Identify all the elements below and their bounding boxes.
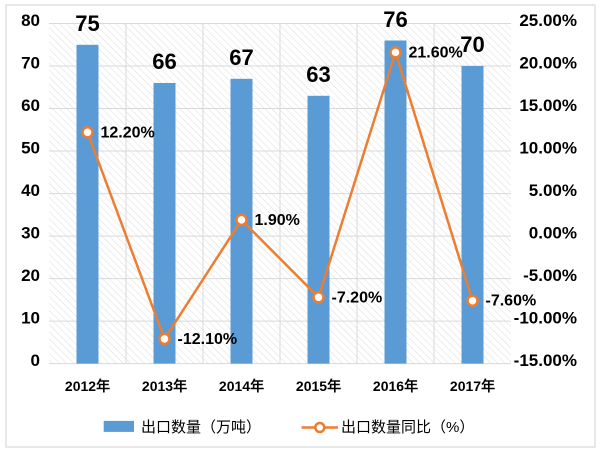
svg-text:20: 20	[21, 266, 40, 285]
svg-text:30: 30	[21, 224, 40, 243]
svg-text:63: 63	[306, 62, 330, 87]
svg-text:50: 50	[21, 139, 40, 158]
svg-text:0.00%: 0.00%	[529, 224, 577, 243]
svg-text:67: 67	[229, 45, 253, 70]
svg-text:15.00%: 15.00%	[519, 96, 577, 115]
svg-text:10.00%: 10.00%	[519, 139, 577, 158]
svg-text:40: 40	[21, 181, 40, 200]
svg-text:2014年: 2014年	[219, 378, 264, 394]
svg-text:-7.20%: -7.20%	[332, 289, 383, 306]
svg-text:-7.60%: -7.60%	[486, 293, 537, 310]
svg-text:66: 66	[152, 49, 176, 74]
svg-text:70: 70	[460, 32, 484, 57]
svg-text:80: 80	[21, 11, 40, 30]
svg-text:25.00%: 25.00%	[519, 11, 577, 30]
svg-text:1.90%: 1.90%	[255, 212, 300, 229]
svg-text:-12.10%: -12.10%	[178, 331, 238, 348]
svg-text:5.00%: 5.00%	[529, 181, 577, 200]
svg-text:21.60%: 21.60%	[409, 44, 463, 61]
svg-text:2013年: 2013年	[142, 378, 187, 394]
svg-text:76: 76	[383, 7, 407, 32]
svg-text:2015年: 2015年	[296, 378, 341, 394]
svg-text:60: 60	[21, 96, 40, 115]
svg-text:出口数量同比（%）: 出口数量同比（%）	[341, 419, 474, 436]
svg-text:2017年: 2017年	[450, 378, 495, 394]
svg-text:-15.00%: -15.00%	[514, 351, 577, 370]
svg-text:出口数量（万吨）: 出口数量（万吨）	[141, 419, 261, 436]
svg-text:2016年: 2016年	[373, 378, 418, 394]
svg-text:2012年: 2012年	[65, 378, 110, 394]
svg-text:-10.00%: -10.00%	[514, 309, 577, 328]
svg-text:0: 0	[31, 351, 40, 370]
svg-text:10: 10	[21, 309, 40, 328]
svg-text:-5.00%: -5.00%	[523, 266, 577, 285]
svg-text:70: 70	[21, 54, 40, 73]
svg-text:75: 75	[75, 11, 99, 36]
svg-text:12.20%: 12.20%	[101, 124, 155, 141]
svg-text:20.00%: 20.00%	[519, 54, 577, 73]
